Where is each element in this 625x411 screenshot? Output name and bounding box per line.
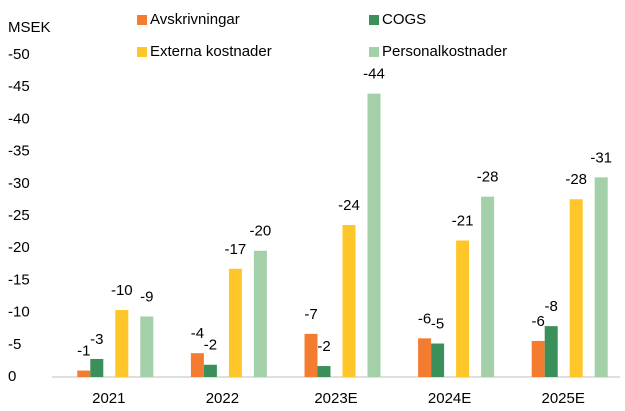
x-tick-label: 2021 <box>92 390 125 407</box>
legend-swatch <box>369 15 379 25</box>
y-tick-label: -35 <box>8 143 30 160</box>
bar <box>190 353 204 377</box>
data-label: -6 <box>418 310 431 327</box>
data-label: -9 <box>140 288 153 305</box>
data-label: -21 <box>452 212 474 229</box>
y-tick-label: -10 <box>8 304 30 321</box>
bar <box>456 240 470 377</box>
y-tick-label: -25 <box>8 207 30 224</box>
bar <box>115 310 129 377</box>
data-label: -24 <box>338 197 360 214</box>
x-tick-label: 2023E <box>314 390 357 407</box>
data-label: -8 <box>545 298 558 315</box>
bar <box>77 370 91 377</box>
y-tick-label: -20 <box>8 239 30 256</box>
y-tick-label: -5 <box>8 336 21 353</box>
bar <box>304 333 318 377</box>
y-tick-label: 0 <box>8 368 16 385</box>
bar <box>140 316 154 377</box>
data-label: -28 <box>565 171 587 188</box>
data-label: -7 <box>304 306 317 323</box>
data-label: -6 <box>532 313 545 330</box>
data-label: -31 <box>590 149 612 166</box>
data-label: -3 <box>90 331 103 348</box>
data-label: -44 <box>363 66 385 83</box>
legend-label: Avskrivningar <box>150 11 240 28</box>
data-label: -1 <box>77 343 90 360</box>
data-label: -4 <box>191 325 204 342</box>
y-tick-label: -50 <box>8 46 30 63</box>
legend-swatch <box>137 47 147 57</box>
bar <box>594 177 608 377</box>
legend-swatch <box>137 15 147 25</box>
y-tick-label: -40 <box>8 110 30 127</box>
data-label: -17 <box>225 241 247 258</box>
data-label: -2 <box>317 338 330 355</box>
bar <box>253 250 267 377</box>
bar <box>342 225 356 377</box>
data-label: -20 <box>250 223 272 240</box>
x-tick-label: 2025E <box>542 390 585 407</box>
y-tick-label: -15 <box>8 271 30 288</box>
bar <box>317 366 331 377</box>
y-tick-label: -30 <box>8 175 30 192</box>
x-tick-label: 2024E <box>428 390 471 407</box>
x-tick-label: 2022 <box>206 390 239 407</box>
bar <box>228 268 242 377</box>
bar <box>544 326 558 377</box>
legend-swatch <box>369 47 379 57</box>
data-label: -10 <box>111 282 133 299</box>
bar <box>481 196 495 377</box>
bar <box>90 358 104 377</box>
bar <box>367 93 381 377</box>
legend-label: COGS <box>382 11 426 28</box>
data-label: -2 <box>204 337 217 354</box>
data-label: -5 <box>431 315 444 332</box>
bar <box>203 364 217 377</box>
legend-label: Personalkostnader <box>382 43 507 60</box>
data-label: -28 <box>477 169 499 186</box>
y-axis-label: MSEK <box>8 19 51 36</box>
bar <box>418 338 432 377</box>
y-tick-label: -45 <box>8 78 30 95</box>
bar <box>531 340 545 377</box>
bar <box>431 343 445 377</box>
legend-label: Externa kostnader <box>150 43 272 60</box>
bar <box>569 199 583 377</box>
